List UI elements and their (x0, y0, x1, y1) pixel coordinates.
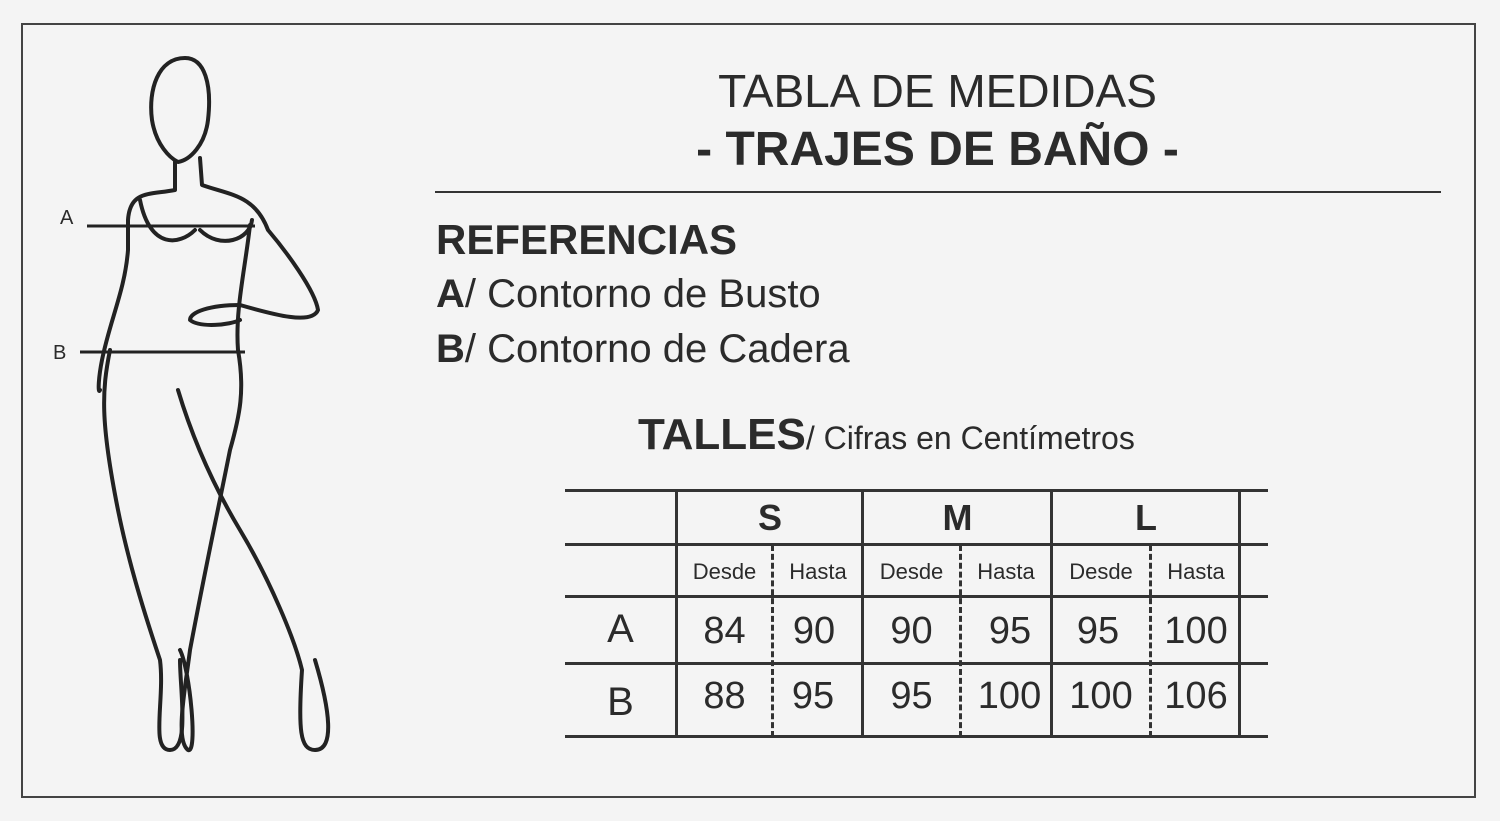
page-title: TABLA DE MEDIDAS (718, 65, 1157, 117)
sub-header-desde: Desde (692, 559, 757, 584)
page-subtitle: - TRAJES DE BAÑO - (696, 123, 1179, 176)
sizes-heading: TALLES/ Cifras en Centímetros (638, 410, 1135, 460)
table-rule (1050, 490, 1053, 738)
marker-b: B (53, 342, 67, 364)
table-rule (861, 490, 864, 738)
reference-key: A (436, 272, 465, 316)
table-cell: 90 (792, 610, 836, 652)
table-cell: 95 (988, 610, 1032, 652)
reference-b: B/ Contorno de Cadera (436, 327, 850, 372)
table-dashed-rule (1149, 545, 1152, 737)
chart-frame (21, 23, 1476, 798)
table-cell: 88 (703, 675, 746, 717)
table-rule (565, 543, 1268, 546)
reference-a: A/ Contorno de Busto (436, 272, 821, 317)
table-dashed-rule (771, 545, 774, 737)
table-rule (1238, 490, 1241, 738)
row-label-a: A (607, 607, 634, 651)
sub-header-hasta: Hasta (977, 559, 1035, 584)
table-cell: 100 (1164, 610, 1228, 652)
marker-a: A (60, 207, 74, 229)
table-rule (565, 489, 1268, 492)
sub-header-desde: Desde (879, 559, 944, 584)
table-rule (565, 735, 1268, 738)
table-cell: 84 (703, 610, 746, 652)
sub-header-hasta: Hasta (1167, 559, 1225, 584)
size-header-m: M (942, 497, 973, 538)
table-dashed-rule (959, 545, 962, 737)
table-cell: 95 (791, 675, 835, 717)
table-cell: 95 (1076, 610, 1120, 652)
sub-header-desde: Desde (1069, 559, 1133, 584)
table-rule (675, 490, 678, 738)
body-figure-illustration (80, 56, 331, 753)
table-cell: 100 (1069, 675, 1133, 717)
reference-label: / Contorno de Busto (464, 272, 821, 316)
reference-label: / Contorno de Cadera (464, 327, 850, 371)
table-cell: 90 (890, 610, 933, 652)
size-header-s: S (757, 497, 782, 538)
divider (435, 191, 1441, 193)
references-heading: REFERENCIAS (436, 216, 738, 263)
sizes-title: TALLES (638, 410, 806, 459)
table-rule (565, 662, 1268, 665)
table-cell: 106 (1164, 675, 1228, 717)
table-rule (565, 595, 1268, 598)
table-cell: 100 (977, 675, 1042, 717)
sub-header-hasta: Hasta (789, 559, 847, 584)
size-header-l: L (1135, 497, 1157, 538)
reference-key: B (436, 327, 465, 371)
table-cell: 95 (890, 675, 933, 717)
row-label-b: B (607, 680, 634, 724)
sizes-note: / Cifras en Centímetros (805, 420, 1135, 456)
